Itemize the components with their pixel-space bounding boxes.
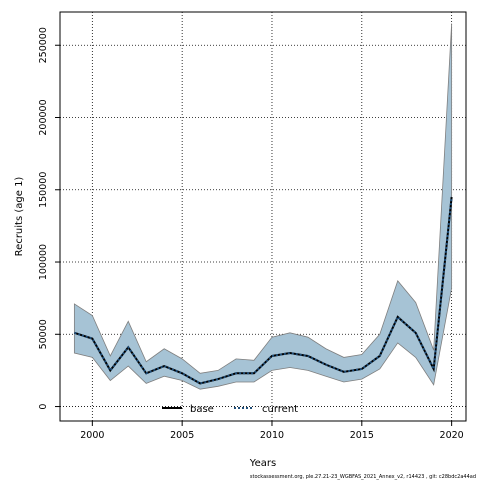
y-tick-label-5: 250000: [38, 27, 49, 63]
x-axis: 2000 2005 2010 2015 2020: [80, 421, 464, 441]
x-tick-label-2: 2010: [260, 430, 284, 441]
plot-frame: [59, 11, 467, 422]
y-tick-label-2: 100000: [38, 244, 49, 280]
x-tick-label-3: 2015: [350, 430, 374, 441]
legend: base current: [162, 404, 298, 415]
x-tick-label-1: 2005: [170, 430, 194, 441]
y-tick-label-3: 150000: [38, 172, 49, 208]
x-tick-label-0: 2000: [80, 430, 104, 441]
y-axis-title: Recruits (age 1): [14, 177, 25, 257]
legend-label-current: current: [262, 404, 298, 415]
footnote: stockassessment.org, ple.27.21-23_WGBFAS…: [250, 474, 476, 480]
x-axis-title: Years: [249, 458, 276, 469]
confidence-band: [73, 23, 453, 390]
y-axis: 0 50000 100000 150000 200000 250000: [38, 27, 60, 410]
y-tick-label-0: 0: [38, 404, 49, 410]
legend-label-base: base: [190, 404, 214, 415]
y-tick-label-1: 50000: [38, 319, 49, 349]
y-tick-label-4: 200000: [38, 99, 49, 135]
x-tick-label-4: 2020: [440, 430, 464, 441]
series-line-current: [74, 196, 453, 385]
